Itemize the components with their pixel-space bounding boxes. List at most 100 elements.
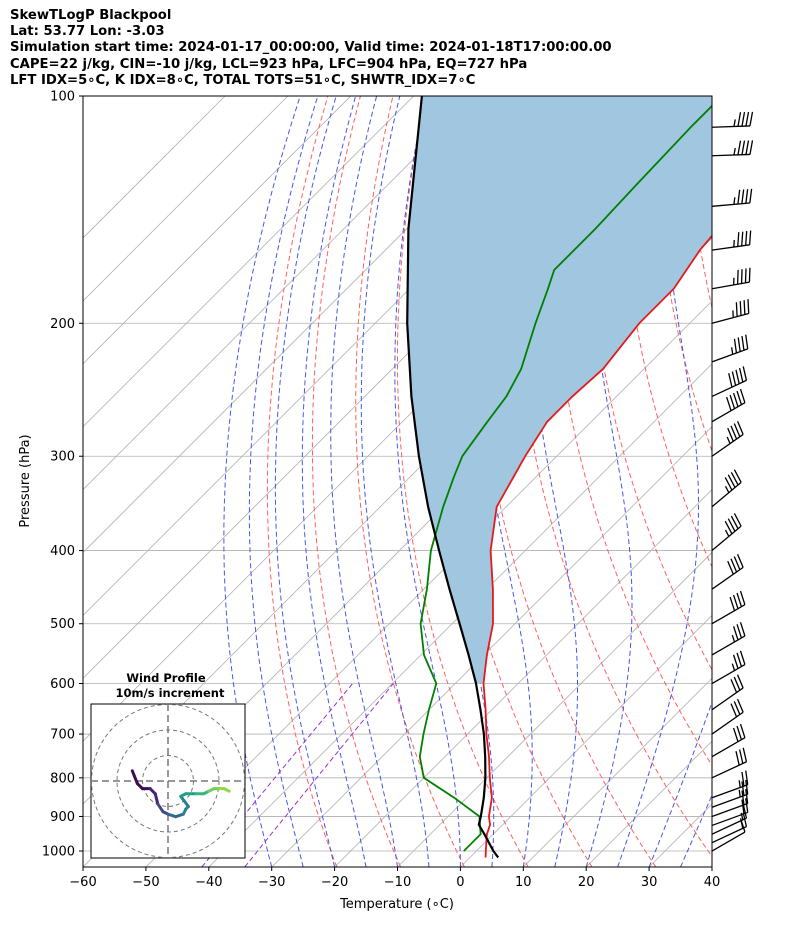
isotherm-line [334, 489, 712, 867]
wind-barb [711, 366, 748, 398]
dry-adiabat [513, 96, 712, 858]
wind-barb [711, 230, 752, 251]
x-axis: −60 −50 −40 −30 −20 −10 0 10 20 30 40 [69, 867, 720, 890]
stability-indices-2: LFT IDX=5∘C, K IDX=8∘C, TOTAL TOTS=51∘C,… [10, 72, 476, 88]
hodograph-segment [156, 802, 165, 814]
inset-subtitle: 10m/s increment [116, 686, 225, 700]
x-tick-label: 0 [456, 875, 464, 890]
y-tick-label: 200 [50, 317, 75, 332]
dry-adiabat [719, 96, 794, 867]
wind-barb [711, 622, 746, 656]
isotherm-line [271, 426, 712, 867]
wind-barb [711, 674, 744, 711]
y-tick-label: 400 [50, 544, 75, 559]
wind-barb [711, 650, 746, 685]
wind-barb [711, 804, 748, 835]
dry-adiabat [619, 96, 712, 569]
wind-barb [711, 812, 748, 844]
hodograph-segment [222, 787, 231, 793]
station-title: SkewTLogP Blackpool [10, 8, 172, 23]
x-tick-label: 10 [515, 875, 532, 890]
temperature-line [482, 234, 712, 858]
wind-barb [711, 388, 746, 423]
chart-header: SkewTLogP Blackpool Lat: 53.77 Lon: -3.0… [10, 8, 612, 89]
wind-barb [711, 469, 742, 508]
y-axis: 1000 900 800 700 600 500 400 300 200 100 [42, 90, 83, 860]
moist-adiabat [585, 96, 633, 867]
x-tick-label: −60 [69, 875, 96, 890]
y-tick-label: 500 [50, 617, 75, 632]
dry-adiabat [550, 96, 712, 767]
dry-adiabat [311, 96, 402, 867]
x-tick-label: 20 [578, 875, 595, 890]
y-axis-label: Pressure (hPa) [18, 434, 33, 527]
isotherm-line [145, 300, 712, 867]
isotherm-line [83, 96, 226, 239]
wind-barb [711, 779, 749, 808]
isotherm-line [83, 96, 414, 428]
isotherm-line [83, 96, 352, 365]
moist-adiabat [330, 96, 398, 867]
inset-title: Wind Profile [126, 671, 206, 685]
isotherm-line [711, 866, 712, 867]
wind-barb [711, 698, 744, 735]
cape-area [407, 96, 712, 684]
moist-adiabat [301, 96, 367, 867]
dry-adiabat [355, 96, 465, 867]
wind-barb [711, 789, 749, 818]
mixing-ratio-line [244, 683, 394, 867]
y-tick-label: 300 [50, 450, 75, 465]
wind-barb [711, 334, 749, 363]
x-tick-label: −50 [132, 875, 159, 890]
x-tick-label: −20 [321, 875, 348, 890]
wind-barb [711, 798, 749, 827]
wind-barb [711, 513, 742, 552]
x-tick-label: −10 [384, 875, 411, 890]
hodograph-segment [153, 792, 160, 806]
y-tick-label: 800 [50, 771, 75, 786]
moist-adiabat [274, 96, 337, 867]
wind-barb [711, 590, 746, 625]
moist-adiabat [617, 96, 699, 867]
y-tick-label: 600 [50, 677, 75, 692]
moist-adiabat [680, 793, 712, 867]
moist-adiabat [223, 96, 301, 867]
wind-profile-inset: Wind Profile 10m/s increment [90, 671, 246, 859]
x-tick-label: −40 [195, 875, 222, 890]
wind-barb [711, 299, 750, 324]
dry-adiabat [751, 96, 794, 867]
isotherm-line [83, 96, 477, 491]
isotherm-line [83, 96, 289, 302]
profile-lines [406, 96, 712, 859]
x-axis-label: Temperature (∘C) [339, 897, 454, 912]
dry-adiabat [397, 96, 529, 867]
dry-adiabat [784, 96, 794, 867]
x-tick-label: −30 [258, 875, 285, 890]
isotherm-line [460, 614, 712, 867]
isotherm-line [775, 96, 794, 867]
stability-indices-1: CAPE=22 j/kg, CIN=-10 j/kg, LCL=923 hPa,… [10, 56, 528, 72]
moist-adiabat [394, 96, 461, 867]
cape-fill [407, 96, 712, 684]
x-tick-label: 40 [704, 875, 721, 890]
y-tick-label: 1000 [42, 845, 75, 860]
moist-adiabat [248, 96, 319, 867]
simulation-times: Simulation start time: 2024-01-17_00:00:… [10, 40, 612, 56]
parcel-line [406, 96, 500, 859]
moist-adiabat [648, 700, 712, 867]
wind-barb [711, 188, 753, 207]
wind-barb [711, 140, 754, 157]
moist-adiabat [744, 96, 794, 867]
isotherm-line [523, 677, 712, 867]
wind-barb [711, 420, 744, 457]
hodograph-segment [179, 794, 190, 808]
wind-barb [711, 553, 744, 590]
dry-adiabat [476, 96, 657, 867]
dry-adiabat [266, 96, 338, 867]
wind-barb [711, 770, 749, 799]
moist-adiabat [360, 96, 430, 867]
y-tick-label: 700 [50, 728, 75, 743]
y-tick-label: 900 [50, 810, 75, 825]
wind-barb [711, 111, 754, 128]
